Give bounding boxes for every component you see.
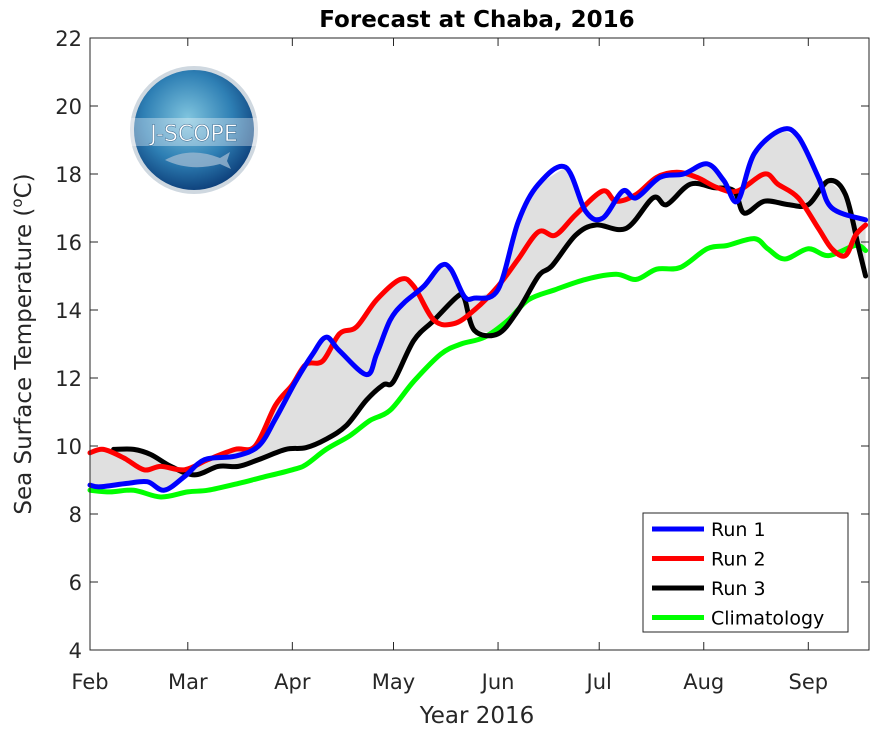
y-tick-label: 12 xyxy=(55,367,82,391)
x-tick-label: Jun xyxy=(480,670,515,694)
x-tick-label: Apr xyxy=(274,670,311,694)
y-tick-label: 8 xyxy=(69,503,82,527)
x-tick-label: Aug xyxy=(683,670,724,694)
legend-label: Run 1 xyxy=(711,519,766,541)
legend-label: Run 3 xyxy=(711,578,766,600)
x-tick-label: Jul xyxy=(585,670,612,694)
y-tick-label: 6 xyxy=(69,571,82,595)
legend: Run 1 Run 2 Run 3 Climatology xyxy=(642,512,849,633)
legend-label: Run 2 xyxy=(711,549,766,571)
y-tick-label: 16 xyxy=(55,231,82,255)
x-tick-label: Feb xyxy=(71,670,108,694)
x-axis-label: Year 2016 xyxy=(419,703,535,729)
x-tick-label: May xyxy=(372,670,415,694)
chart-title: Forecast at Chaba, 2016 xyxy=(319,7,634,33)
series-lines xyxy=(87,126,869,500)
y-tick-label: 20 xyxy=(55,95,82,119)
legend-label: Climatology xyxy=(711,608,824,630)
logo-text: J-SCOPE xyxy=(148,122,237,147)
y-tick-label: 4 xyxy=(69,639,82,663)
y-tick-label: 10 xyxy=(55,435,82,459)
y-tick-label: 18 xyxy=(55,163,82,187)
y-tick-label: 22 xyxy=(55,27,82,51)
series-line-run-3 xyxy=(111,177,869,478)
plot-area-frame xyxy=(89,37,870,651)
series-line-run-1 xyxy=(87,126,869,493)
y-tick-label: 14 xyxy=(55,299,82,323)
axis-ticks: 4 6 8 10 12 14 16 18 20 22 Feb Mar Apr May Jun Jul Aug Se… xyxy=(55,27,869,694)
j-scope-logo: J-SCOPE xyxy=(126,66,262,194)
y-axis-label: Sea Surface Temperature (oC) xyxy=(8,173,37,514)
x-tick-label: Mar xyxy=(168,670,208,694)
x-tick-label: Sep xyxy=(789,670,829,694)
